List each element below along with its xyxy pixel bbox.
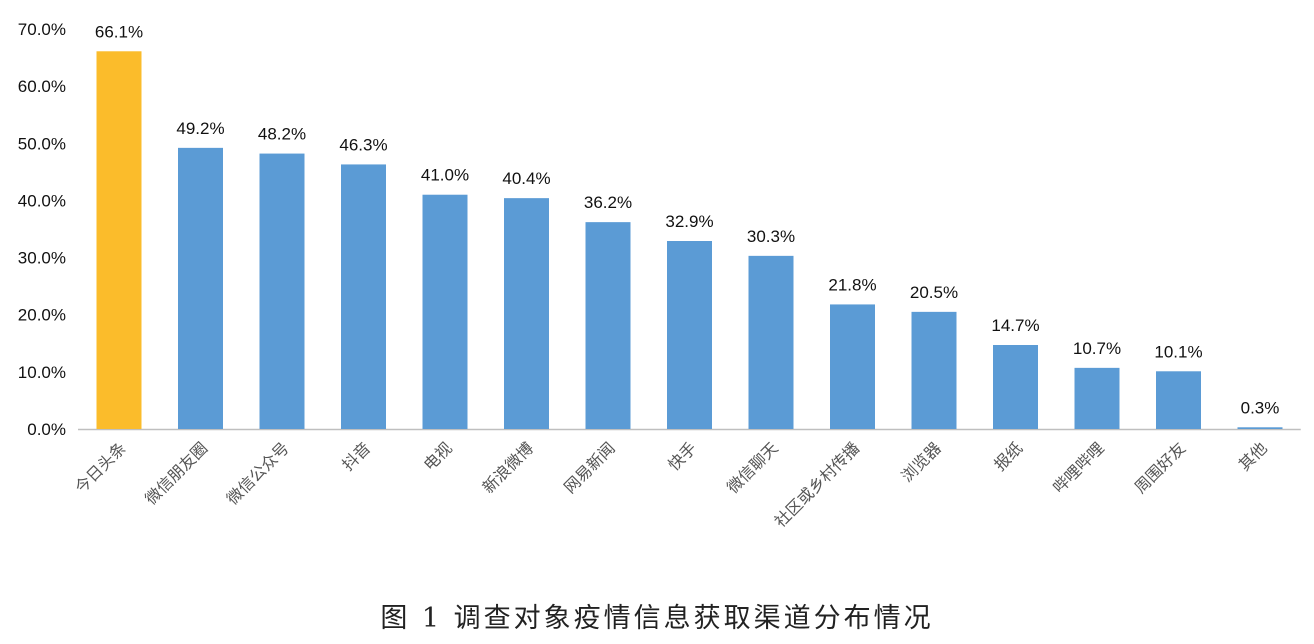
y-tick-label: 20.0% [18, 306, 66, 325]
data-label: 32.9% [665, 212, 713, 231]
y-tick-label: 70.0% [18, 20, 66, 39]
data-label: 36.2% [584, 193, 632, 212]
y-tick-label: 0.0% [27, 420, 66, 439]
category-label: 周围好友 [1131, 438, 1190, 497]
bar-chart: 0.0%10.0%20.0%30.0%40.0%50.0%60.0%70.0% … [18, 20, 1301, 531]
data-label: 48.2% [258, 125, 306, 144]
category-label: 微信聊天 [723, 438, 782, 497]
bar [259, 153, 305, 430]
category-label: 社区或乡村传播 [771, 438, 864, 531]
bar [96, 51, 142, 430]
data-label: 30.3% [747, 227, 795, 246]
figure-caption: 图 1 调查对象疫情信息获取渠道分布情况 [380, 603, 934, 634]
bar [504, 198, 549, 429]
bar [178, 147, 223, 429]
data-labels-group: 66.1% 49.2% 48.2% 46.3% 41.0% 40.4% 36.2% 32.9%… [95, 22, 1279, 417]
y-tick-label: 50.0% [18, 134, 66, 153]
y-axis-ticks: 0.0% 10.0% 20.0% 30.0% 40.0% 50.0% 60.0% 70.0% [18, 20, 66, 439]
category-labels-group: 今日头条 微信朋友圈 微信公众号 抖音 电视 新浪微博 网易新闻 快手 微信聊天社区或乡村传播浏… [71, 438, 1271, 531]
category-label: 其他 [1235, 438, 1271, 474]
category-label: 微信朋友圈 [141, 438, 211, 508]
bar [585, 222, 631, 429]
category-label: 抖音 [338, 438, 374, 474]
data-label: 46.3% [339, 135, 387, 154]
y-tick-label: 40.0% [18, 191, 66, 210]
category-label: 哔哩哔哩 [1049, 438, 1108, 497]
category-label: 新浪微博 [479, 438, 538, 497]
bar [993, 345, 1038, 429]
data-label: 20.5% [910, 283, 958, 302]
bar [422, 194, 468, 429]
data-label: 41.0% [421, 166, 469, 185]
data-label: 10.1% [1154, 342, 1202, 361]
data-label: 0.3% [1241, 398, 1280, 417]
bars-group [96, 51, 1283, 430]
bar [1156, 371, 1201, 429]
data-label: 10.7% [1073, 339, 1121, 358]
category-label: 浏览器 [897, 438, 944, 485]
category-label: 网易新闻 [560, 438, 619, 497]
y-tick-label: 30.0% [18, 249, 66, 268]
data-label: 49.2% [176, 119, 224, 138]
bar [748, 255, 794, 429]
data-label: 21.8% [828, 275, 876, 294]
data-label: 40.4% [502, 169, 550, 188]
category-label: 报纸 [990, 438, 1026, 474]
bar [830, 304, 875, 429]
y-tick-label: 60.0% [18, 77, 66, 96]
bar [1074, 367, 1120, 429]
bar [667, 241, 712, 429]
bar [1237, 427, 1283, 429]
data-label: 66.1% [95, 22, 143, 41]
bar [911, 311, 957, 429]
y-tick-label: 10.0% [18, 363, 66, 382]
bar [341, 164, 386, 429]
category-label: 电视 [420, 438, 456, 474]
category-label: 今日头条 [71, 438, 130, 497]
category-label: 微信公众号 [223, 438, 293, 508]
category-label: 快手 [664, 438, 700, 474]
data-label: 14.7% [991, 316, 1039, 335]
